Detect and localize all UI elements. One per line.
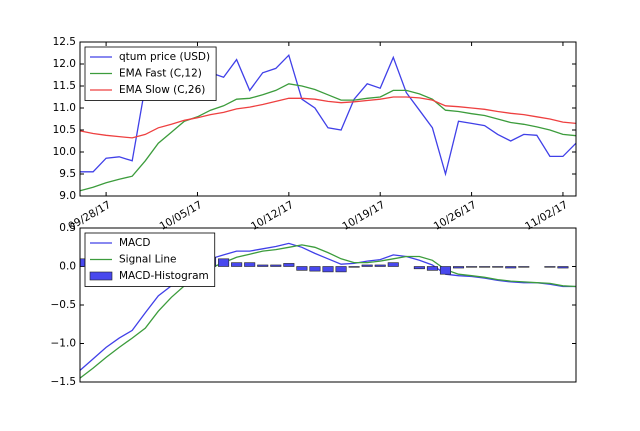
histogram-bar — [557, 266, 569, 269]
y-tick-label: 0.0 — [59, 261, 76, 273]
series-line — [79, 242, 576, 371]
histogram-bar — [79, 258, 86, 267]
y-tick-label: 0.5 — [59, 222, 76, 234]
histogram-bar — [296, 266, 308, 271]
histogram-bar — [244, 262, 256, 267]
y-tick-label: −1.0 — [51, 338, 77, 350]
y-tick-label: 10.5 — [53, 124, 76, 136]
legend-label: MACD — [119, 237, 150, 249]
histogram-bar — [466, 266, 478, 268]
axes-frame — [79, 227, 577, 383]
histogram-bar — [544, 266, 556, 268]
y-tick-label: 10.0 — [53, 146, 76, 158]
y-tick-label: 11.0 — [53, 102, 76, 114]
histogram-bar — [322, 266, 334, 273]
histogram-bar — [453, 266, 465, 269]
legend-label: qtum price (USD) — [119, 51, 210, 63]
legend-label: EMA Fast (C,12) — [119, 68, 202, 80]
y-tick-label: 9.5 — [59, 168, 76, 180]
histogram-bar — [387, 262, 399, 267]
histogram-bar — [218, 258, 230, 267]
histogram-bar — [492, 266, 504, 268]
legend-label: EMA Slow (C,26) — [119, 84, 205, 96]
legend-label: MACD-Histogram — [119, 270, 209, 282]
legend-label: Signal Line — [119, 254, 176, 266]
histogram-bar — [361, 264, 373, 267]
legend: MACD Signal Line MACD-Histogram — [84, 232, 216, 287]
series-line — [79, 96, 577, 139]
histogram-bar — [479, 266, 491, 268]
histogram-bar — [309, 266, 321, 272]
axes-frame — [79, 41, 577, 197]
histogram-bar — [283, 263, 295, 267]
axes: 9.09.510.010.511.011.512.012.509/28/17 10… — [53, 36, 577, 233]
histogram-bar — [413, 266, 425, 270]
series-line — [79, 83, 577, 192]
y-tick-label: 9.0 — [59, 190, 76, 202]
histogram-bar — [231, 262, 243, 267]
legend-swatch — [89, 271, 113, 281]
histogram-bar — [439, 266, 451, 275]
histogram-bar — [270, 264, 282, 267]
axes: −1.5 −1.0 −0.5 0.0 0.5 MACD Signal Line MACD-Hi… — [51, 222, 577, 388]
y-tick-label: −1.5 — [51, 376, 77, 388]
histogram-bar — [505, 266, 517, 269]
histogram-bar — [518, 266, 530, 268]
y-tick-label: −0.5 — [51, 299, 77, 311]
y-tick-label: 12.0 — [53, 58, 76, 70]
histogram-bar — [257, 264, 269, 267]
histogram-bar — [335, 266, 347, 273]
legend: qtum price (USD) EMA Fast (C,12) EMA Slow … — [84, 46, 217, 101]
histogram-bar — [374, 264, 386, 267]
y-tick-label: 11.5 — [53, 80, 76, 92]
histogram-bar — [426, 266, 438, 271]
y-tick-label: 12.5 — [53, 36, 76, 48]
histogram-bar — [348, 266, 360, 268]
series-line — [79, 244, 577, 379]
